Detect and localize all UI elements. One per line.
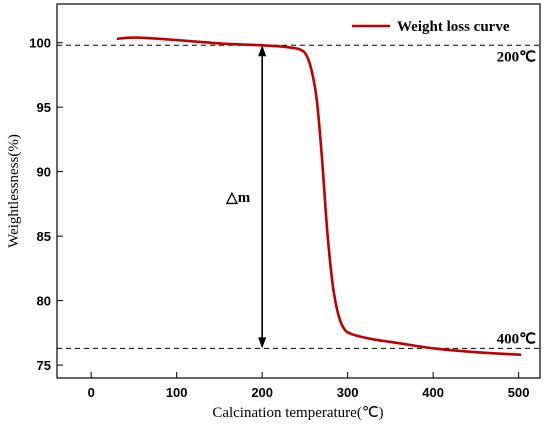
- series-line-weight-loss: [116, 36, 522, 357]
- delta-m-label: △m: [225, 190, 251, 206]
- y-tick-label: 90: [37, 165, 51, 180]
- x-tick-label: 300: [337, 385, 359, 400]
- x-tick-label: 0: [88, 385, 95, 400]
- y-tick-label: 100: [29, 36, 51, 51]
- y-tick-label: 80: [37, 294, 51, 309]
- y-tick-label: 95: [37, 100, 51, 115]
- axis-ticks: 0 100 200 300 400 500 75 80 85 90 95 100: [29, 36, 529, 400]
- y-tick-label: 85: [37, 229, 51, 244]
- series-group: [116, 36, 522, 357]
- delta-m-arrow-head-top: [258, 45, 267, 57]
- x-tick-label: 400: [422, 385, 444, 400]
- x-tick-label: 500: [508, 385, 530, 400]
- plot-frame: [56, 3, 541, 379]
- x-tick-label: 200: [251, 385, 273, 400]
- delta-m-annotation: △m: [225, 45, 267, 349]
- delta-m-arrow-head-bottom: [258, 337, 267, 349]
- reference-line-label: 400℃: [497, 331, 537, 347]
- legend-label: Weight loss curve: [397, 19, 510, 35]
- y-axis-title: Weightlessness(%): [6, 134, 22, 248]
- y-tick-label: 75: [37, 358, 51, 373]
- x-tick-label: 100: [166, 385, 188, 400]
- reference-lines: 200℃ 400℃: [57, 44, 540, 349]
- reference-line-label: 200℃: [497, 49, 537, 65]
- x-axis-title: Calcination temperature(℃): [212, 405, 383, 421]
- legend: Weight loss curve: [352, 19, 510, 35]
